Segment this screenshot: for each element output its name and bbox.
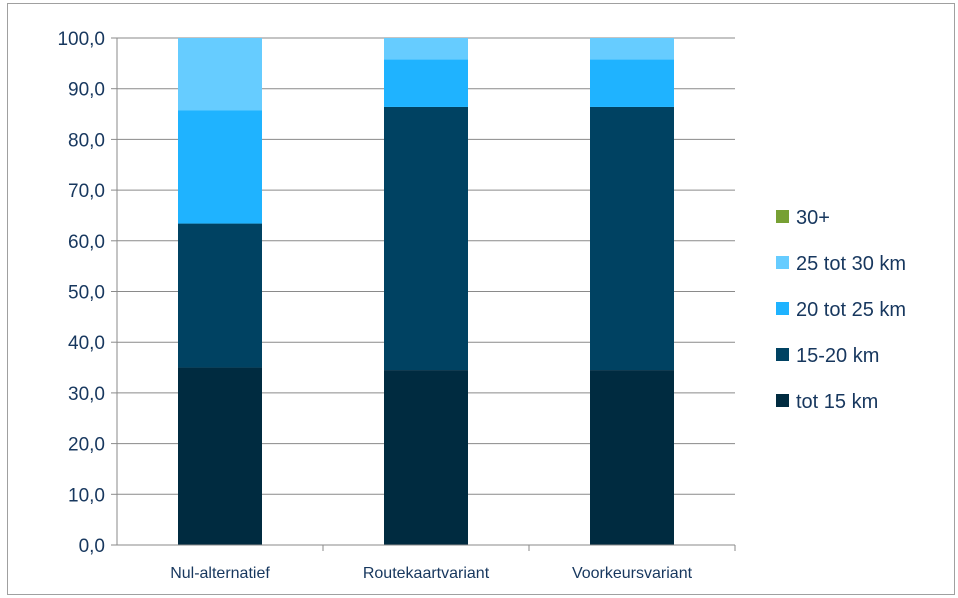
legend: 30+ 25 tot 30 km 20 tot 25 km 15-20 km tot 1… <box>776 207 906 413</box>
y-tick-label: 30,0 <box>68 384 105 405</box>
bar-segment <box>178 38 262 111</box>
bar-segment <box>384 370 468 545</box>
bar-segment <box>178 110 262 224</box>
y-tick-label: 20,0 <box>68 435 105 456</box>
legend-swatch <box>776 256 789 269</box>
x-tick-label: Nul-alternatief <box>170 565 270 582</box>
legend-swatch <box>776 210 789 223</box>
legend-swatch <box>776 348 789 361</box>
x-tick-label: Routekaartvariant <box>363 565 490 582</box>
bar-segment <box>384 38 468 60</box>
bar-segment <box>178 367 262 545</box>
bar-segment <box>590 370 674 545</box>
legend-label: 15-20 km <box>796 345 879 367</box>
y-tick-label: 100,0 <box>57 29 105 50</box>
legend-swatch <box>776 302 789 315</box>
bars <box>178 38 674 545</box>
y-tick-label: 0,0 <box>79 536 105 557</box>
legend-label: 30+ <box>796 207 830 229</box>
legend-swatch <box>776 394 789 407</box>
chart-frame <box>7 3 955 595</box>
bar-segment <box>384 106 468 371</box>
y-tick-label: 60,0 <box>68 232 105 253</box>
y-tick-label: 80,0 <box>68 130 105 151</box>
y-tick-label: 50,0 <box>68 283 105 304</box>
bar-segment <box>590 59 674 107</box>
bar-segment <box>178 223 262 368</box>
y-tick-label: 90,0 <box>68 80 105 101</box>
bar-segment <box>384 59 468 107</box>
bar-segment <box>590 38 674 60</box>
legend-label: tot 15 km <box>796 391 878 413</box>
axes: 0,0 10,0 20,0 30,0 40,0 50,0 60,0 70,0 80,0 90,0 1… <box>57 29 736 582</box>
x-tick-label: Voorkeursvariant <box>572 565 693 582</box>
legend-label: 20 tot 25 km <box>796 299 906 321</box>
legend-label: 25 tot 30 km <box>796 253 906 275</box>
y-tick-label: 40,0 <box>68 333 105 354</box>
y-tick-label: 70,0 <box>68 181 105 202</box>
bar-segment <box>590 106 674 371</box>
y-tick-label: 10,0 <box>68 485 105 506</box>
